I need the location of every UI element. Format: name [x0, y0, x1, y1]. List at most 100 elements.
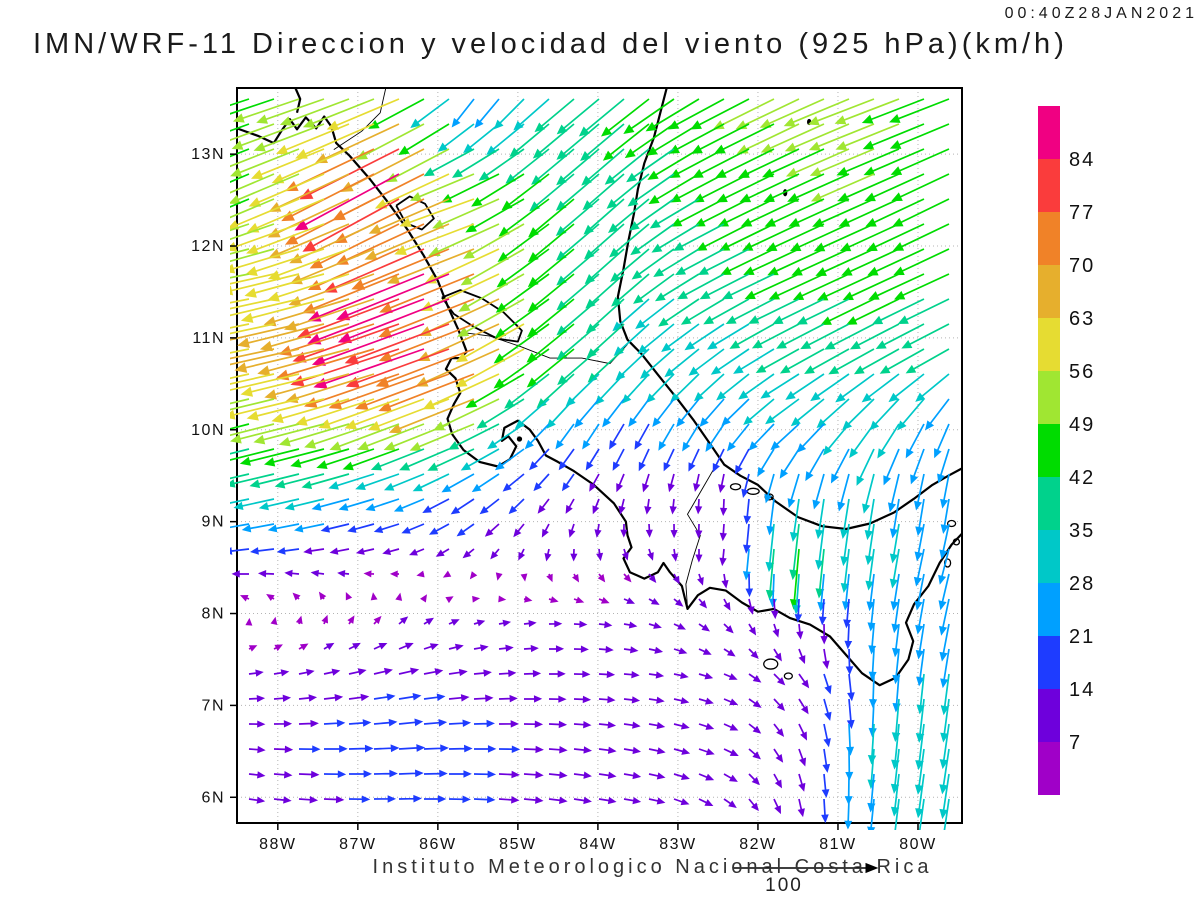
wind-arrow	[494, 298, 550, 339]
wind-arrow	[273, 644, 283, 652]
wind-arrow	[320, 523, 350, 533]
wind-arrow	[620, 523, 628, 538]
wind-arrow	[342, 448, 400, 471]
wind-arrow	[230, 423, 275, 437]
wind-arrow	[589, 473, 600, 492]
wind-arrow	[623, 98, 675, 134]
wind-arrow	[230, 248, 300, 274]
wind-arrow	[748, 673, 762, 683]
wind-arrow	[301, 473, 350, 490]
wind-arrow	[887, 473, 900, 513]
wind-arrow	[747, 598, 755, 615]
wind-arrow	[688, 348, 725, 376]
coastline	[616, 87, 963, 531]
wind-arrow	[694, 498, 703, 515]
colorbar-segment	[1038, 159, 1060, 212]
wind-arrow	[504, 373, 550, 409]
wind-arrow	[673, 622, 686, 630]
wind-arrow	[555, 198, 600, 237]
wind-arrow	[230, 448, 250, 455]
wind-arrow	[598, 771, 617, 779]
colorbar-tick-label: 63	[1069, 308, 1095, 330]
wind-arrow	[230, 123, 275, 142]
x-tick-label: 83W	[659, 836, 696, 853]
wind-arrow	[764, 473, 775, 504]
wind-arrow	[310, 569, 325, 577]
wind-arrow	[822, 748, 831, 773]
wind-arrow	[719, 523, 727, 542]
colorbar-tick-label: 28	[1069, 573, 1095, 595]
wind-arrow	[853, 348, 900, 375]
wind-arrow	[918, 798, 925, 830]
wind-arrow	[810, 173, 875, 202]
wind-arrow	[523, 745, 544, 754]
wind-arrow	[230, 398, 300, 420]
wind-arrow	[658, 298, 700, 327]
wind-arrow	[889, 498, 900, 539]
wind-arrow	[766, 498, 775, 536]
wind-arrow	[698, 672, 714, 680]
wind-arrow	[573, 771, 592, 779]
wind-arrow	[348, 770, 373, 778]
wind-arrow	[323, 744, 348, 753]
wind-arrow	[776, 323, 825, 349]
wind-arrow	[465, 373, 525, 408]
wind-arrow	[329, 423, 400, 451]
reference-vector-head	[865, 862, 879, 874]
wind-arrow	[889, 98, 950, 123]
wind-arrow	[628, 198, 675, 231]
wind-arrow	[465, 198, 525, 233]
wind-arrow	[867, 248, 925, 276]
wind-arrow	[298, 796, 319, 804]
x-tick-label: 84W	[579, 836, 616, 853]
wind-arrow	[239, 448, 300, 466]
wind-arrow	[639, 348, 675, 379]
wind-arrow	[389, 570, 399, 578]
wind-arrow	[648, 622, 662, 629]
wind-arrow	[284, 498, 325, 511]
wind-arrow	[889, 548, 900, 589]
wind-arrow	[890, 148, 950, 175]
wind-arrow	[861, 98, 925, 124]
wind-arrow	[240, 298, 325, 323]
wind-arrow	[796, 623, 804, 640]
wind-arrow	[821, 798, 829, 824]
wind-arrow	[248, 694, 266, 703]
wind-arrow	[940, 698, 950, 743]
wind-arrow	[642, 473, 650, 493]
wind-arrow	[278, 423, 350, 447]
wind-arrow	[602, 398, 625, 428]
wind-arrow	[823, 723, 831, 748]
wind-arrow	[607, 198, 650, 234]
wind-arrow	[295, 398, 375, 426]
wind-arrow	[363, 570, 375, 578]
wind-arrow	[311, 323, 425, 366]
wind-arrow	[264, 373, 350, 400]
wind-arrow	[772, 298, 825, 325]
wind-arrow	[888, 373, 925, 403]
country-border	[685, 469, 714, 609]
wind-arrow	[474, 98, 500, 129]
wind-arrow	[864, 498, 875, 541]
reference-vector	[733, 862, 879, 874]
wind-arrow	[230, 123, 250, 132]
wind-arrow	[495, 273, 550, 313]
wind-arrow	[321, 614, 329, 625]
wind-arrow	[637, 323, 675, 355]
wind-arrow	[673, 747, 691, 755]
wind-arrow	[386, 248, 475, 284]
wind-arrow	[281, 173, 375, 222]
wind-arrow	[844, 623, 853, 650]
wind-arrow	[765, 523, 775, 573]
wind-arrow	[905, 423, 925, 459]
wind-arrow	[230, 298, 300, 317]
wind-arrow	[473, 694, 494, 703]
axes: 88W 87W 86W 85W 84W 83W 82W 81W 80W 13N 12N 11N 10N 9…	[191, 146, 935, 853]
wind-arrow	[699, 398, 725, 427]
wind-arrow	[787, 473, 800, 508]
wind-arrow	[804, 348, 850, 375]
wind-arrow	[834, 98, 900, 125]
wind-arrow	[498, 796, 520, 804]
wind-arrow	[248, 745, 266, 754]
colorbar-segment	[1038, 636, 1060, 689]
